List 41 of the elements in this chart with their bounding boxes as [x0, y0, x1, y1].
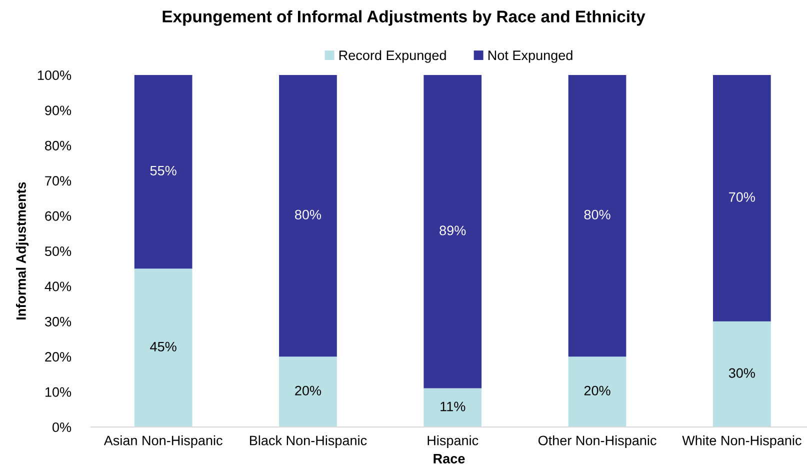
bar	[279, 75, 337, 357]
y-tick-label: 0%	[52, 422, 72, 432]
y-tick-label: 70%	[45, 176, 72, 186]
data-label: 70%	[729, 192, 755, 202]
x-axis-title: Race	[434, 454, 465, 464]
y-tick-label: 60%	[45, 211, 72, 221]
chart-title: Expungement of Informal Adjustments by Race and Ethnicity	[162, 10, 646, 26]
x-tick-label: Other Non-Hispanic	[538, 435, 656, 448]
y-tick-label: 20%	[45, 352, 72, 362]
bar	[712, 321, 771, 427]
data-label: 30%	[728, 368, 755, 378]
data-label: 89%	[440, 226, 466, 236]
data-label: 80%	[584, 210, 610, 220]
x-tick-label: Hispanic	[428, 435, 478, 448]
data-label: 11%	[440, 402, 466, 412]
x-tick-label: Black Non-Hispanic	[250, 435, 367, 448]
y-tick-label: 10%	[45, 387, 72, 397]
bar	[568, 356, 626, 427]
x-tick-label: Asian Non-Hispanic	[104, 435, 222, 448]
y-tick-label: 30%	[44, 316, 72, 326]
data-label: 55%	[150, 166, 176, 176]
bar	[712, 75, 771, 322]
y-tick-label: 90%	[45, 106, 72, 116]
y-axis-title: Informal Adjustments	[16, 182, 29, 320]
y-tick-label: 80%	[45, 140, 72, 150]
bar	[134, 75, 192, 269]
y-tick-label: 50%	[44, 246, 72, 256]
legend-label: Record Expunged	[339, 50, 446, 63]
bar	[568, 75, 626, 357]
data-label: 20%	[584, 386, 610, 396]
legend-label: Not Expunged	[488, 50, 572, 63]
y-tick-label: 40%	[44, 282, 72, 292]
bar	[424, 75, 482, 388]
data-label: 80%	[295, 210, 322, 220]
y-tick-label: 100%	[38, 70, 72, 80]
bar	[134, 268, 192, 427]
data-label: 20%	[295, 386, 322, 396]
bar	[279, 356, 337, 427]
data-label: 45%	[150, 342, 176, 352]
bar	[424, 388, 482, 427]
x-tick-label: White Non-Hispanic	[682, 435, 802, 448]
